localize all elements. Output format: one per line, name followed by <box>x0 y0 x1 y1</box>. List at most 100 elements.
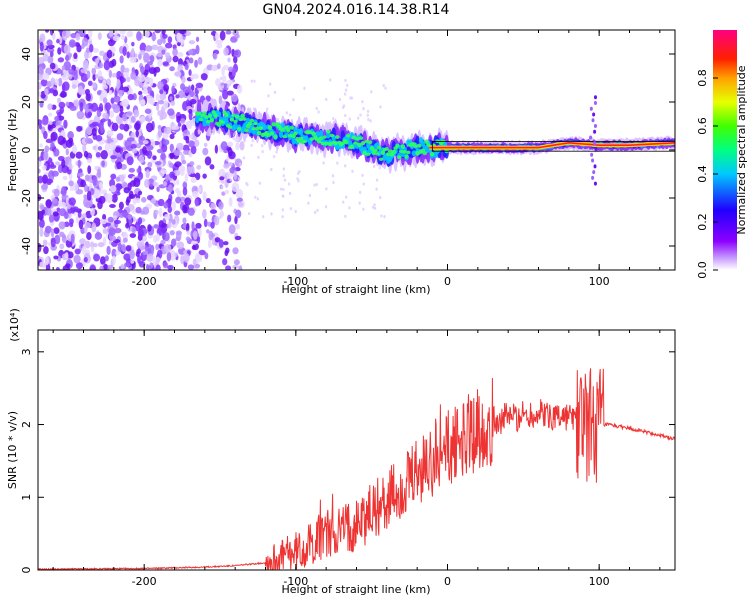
spectrogram-ridge-cell <box>424 139 429 144</box>
spectrogram-speckle <box>90 246 95 253</box>
spectrogram-speckle <box>187 207 195 216</box>
spectrogram-speckle <box>135 129 139 138</box>
spectrogram-speckle <box>82 103 89 110</box>
spectrogram-band-outline <box>431 141 675 152</box>
spectrogram-speckle <box>166 251 172 262</box>
spectrogram-speckle <box>38 66 44 74</box>
spectrogram-speckle <box>221 66 225 76</box>
spectrogram-speckle <box>50 237 56 248</box>
spectrogram-speckle <box>342 200 345 204</box>
spectrogram-speckle <box>149 97 155 106</box>
spectrogram-speckle <box>87 30 93 39</box>
spectrogram-ridge-cell <box>271 122 276 127</box>
spectrogram-speckle <box>144 108 152 114</box>
spectrogram-speckle <box>222 89 229 100</box>
spectrogram-speckle <box>39 143 43 148</box>
spectrogram-peak-line <box>429 141 675 149</box>
spectrogram-speckle <box>185 99 190 106</box>
spectrogram-speckle <box>188 69 192 76</box>
spectrogram-speckle <box>68 160 72 171</box>
spectrogram-speckle <box>214 31 219 41</box>
spectrogram-speckle <box>203 142 208 147</box>
spectrogram-speckle <box>593 164 597 169</box>
spectrogram-speckle <box>144 245 149 252</box>
spectrogram-speckle <box>76 125 83 132</box>
spectrogram-speckle <box>142 145 147 155</box>
spectrogram-ridge-cell <box>387 149 393 153</box>
spectrogram-speckle <box>91 222 97 233</box>
spectrogram-speckle <box>225 30 232 35</box>
spectrogram-speckle <box>58 101 66 109</box>
spectrogram-speckle <box>82 142 87 153</box>
spectrogram-speckle <box>121 211 129 218</box>
spectrogram-speckle <box>591 158 595 163</box>
spectrogram-ridge-cell <box>422 151 427 156</box>
spectrogram-speckle <box>206 229 210 234</box>
x-tick-label: 100 <box>589 275 610 288</box>
spectrogram-speckle <box>130 143 137 149</box>
spectrogram-speckle <box>218 239 224 248</box>
spectrogram-speckle <box>65 148 69 156</box>
spectrogram-speckle <box>108 89 113 95</box>
spectrogram-speckle <box>50 131 58 142</box>
spectrogram-speckle <box>226 79 234 86</box>
spectrogram-speckle <box>308 193 312 198</box>
spectrogram-speckle <box>129 249 135 260</box>
spectrogram-speckle <box>191 221 195 231</box>
spectrogram-speckle <box>235 209 242 219</box>
colorbar-tick-label: 0.6 <box>696 117 709 135</box>
spectrogram-speckle <box>126 156 134 166</box>
spectrogram-speckle <box>147 265 152 270</box>
spectrogram-speckle <box>164 52 171 59</box>
spectrogram-speckle <box>91 127 97 137</box>
spectrogram-speckle <box>375 178 379 182</box>
spectrogram-speckle <box>317 110 320 114</box>
spectrogram-speckle <box>226 173 229 177</box>
spectrogram-speckle <box>62 265 70 270</box>
spectrogram-ridge-cell <box>227 125 233 129</box>
spectrogram-speckle <box>185 135 190 144</box>
spectrogram-speckle <box>76 110 85 120</box>
spectrogram-speckle <box>176 142 184 151</box>
spectrogram-speckle <box>58 36 63 45</box>
spectrogram-ridge-cell <box>196 111 202 116</box>
x-tick-label: -100 <box>283 575 308 588</box>
spectrogram-ridge-cell <box>322 135 327 139</box>
spectrogram-speckle <box>162 61 169 66</box>
spectrogram-speckle <box>591 118 595 123</box>
spectrogram-speckle <box>67 130 74 140</box>
spectrogram-speckle <box>142 250 148 256</box>
spectrogram-speckle <box>316 208 319 212</box>
spectrogram-speckle <box>45 199 52 209</box>
spectrogram-ridge-cell <box>296 139 302 144</box>
spectrogram-speckle <box>101 160 105 167</box>
spectrogram-speckle <box>229 178 233 182</box>
spectrogram-speckle <box>109 110 115 119</box>
spectrogram-speckle <box>137 228 144 237</box>
spectrogram-speckle <box>130 115 136 123</box>
spectrogram-speckle <box>332 180 335 185</box>
spectrogram-speckle <box>185 223 190 233</box>
spectrogram-speckle <box>165 174 169 182</box>
spectrogram-speckle <box>49 62 56 70</box>
spectrogram-speckle <box>94 58 100 64</box>
spectrogram-speckle <box>313 183 316 187</box>
spectrogram-speckle <box>266 107 269 111</box>
spectrogram-speckle <box>125 198 130 206</box>
spectrogram-speckle <box>147 224 152 232</box>
spectrogram-ridge-cell <box>238 117 244 122</box>
spectrogram-speckle <box>155 256 161 264</box>
spectrogram-speckle <box>145 122 154 133</box>
spectrogram-speckle <box>103 60 111 71</box>
spectrogram-speckle <box>115 250 120 256</box>
spectrogram-speckle <box>162 181 168 187</box>
spectrogram-speckle <box>175 231 182 242</box>
spectrogram-ridge-cell <box>205 119 211 124</box>
spectrogram-ridge-cell <box>204 115 209 119</box>
spectrogram-speckle <box>119 30 126 35</box>
spectrogram-speckle <box>212 52 218 60</box>
colorbar-tick-label: 0.0 <box>696 261 709 279</box>
spectrogram-ridge-cell <box>406 150 411 155</box>
spectrogram-speckle <box>68 39 76 48</box>
spectrogram-speckle <box>86 125 93 136</box>
